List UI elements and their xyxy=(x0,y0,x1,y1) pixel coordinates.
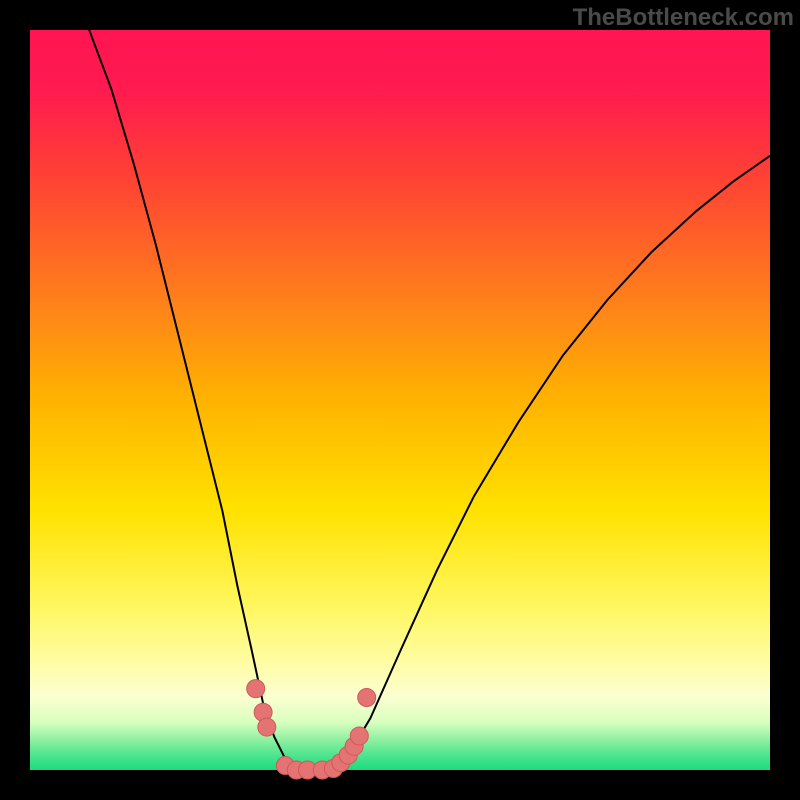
marker-point xyxy=(247,680,265,698)
marker-point xyxy=(358,688,376,706)
plot-background xyxy=(30,30,770,770)
stage: TheBottleneck.com xyxy=(0,0,800,800)
watermark-text: TheBottleneck.com xyxy=(573,4,794,32)
chart-svg xyxy=(0,0,800,800)
marker-point xyxy=(350,727,368,745)
marker-point xyxy=(258,718,276,736)
